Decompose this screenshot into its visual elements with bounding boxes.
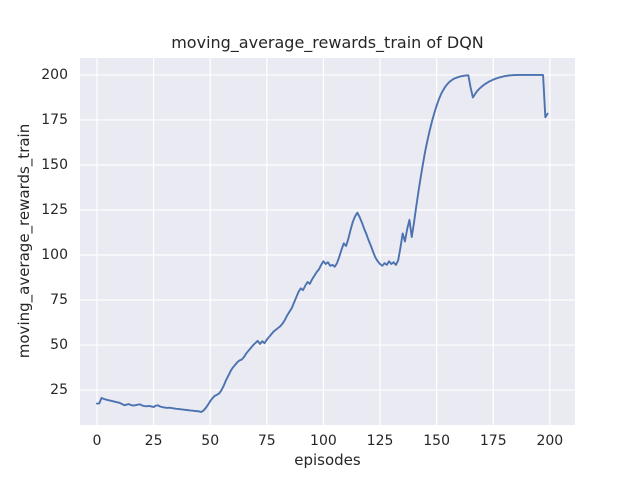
x-tick-label: 200 — [536, 433, 564, 449]
x-tick-label: 150 — [423, 433, 451, 449]
y-tick-label: 25 — [50, 382, 68, 399]
x-tick-label: 75 — [257, 433, 276, 449]
x-tick-label: 125 — [366, 433, 394, 449]
axes-background — [80, 58, 575, 425]
y-tick-label: 125 — [41, 201, 68, 218]
y-tick-label: 150 — [41, 156, 68, 173]
y-tick-label: 75 — [50, 292, 68, 309]
x-tick-label: 50 — [201, 433, 220, 449]
line-series — [96, 73, 549, 413]
y-tick-label: 200 — [41, 66, 68, 83]
y-tick-label: 50 — [50, 337, 68, 354]
x-tick-label: 25 — [144, 433, 163, 449]
chart-title: moving_average_rewards_train of DQN — [171, 33, 484, 52]
x-tick-label: 100 — [310, 433, 337, 449]
x-axis-label: episodes — [294, 451, 361, 469]
x-tick-label: 0 — [92, 433, 102, 449]
x-tick-label: 175 — [479, 433, 507, 449]
y-tick-label: 100 — [41, 247, 68, 263]
y-tick-label: 175 — [41, 111, 68, 128]
